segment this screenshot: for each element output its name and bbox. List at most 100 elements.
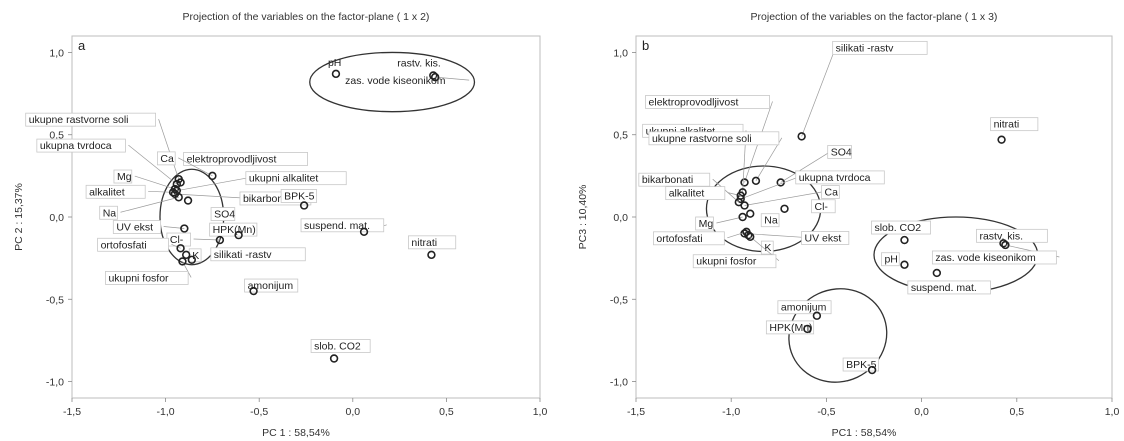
panel-a-label-box — [36, 138, 126, 153]
panel-a-plot-frame — [71, 35, 541, 399]
panel-a-label-box — [210, 247, 306, 262]
panel-a-point-silikati-rastv — [187, 255, 197, 264]
panel-a-y-axis-label: PC 2 : 15,37% — [13, 183, 25, 251]
panel-a-label-box — [99, 205, 118, 220]
panel-a-panel-letter: a — [78, 38, 86, 53]
panel-b-x-axis-label: PC1 : 58,54% — [832, 427, 897, 439]
panel-a-leader-line — [174, 193, 243, 199]
panel-b-point-hpk-mn — [803, 324, 812, 334]
panel-b-point-ukupni-fosfor — [746, 232, 755, 241]
panel-b-xtick-label: -0,5 — [817, 406, 835, 418]
panel-b-label-ph: pH — [884, 254, 897, 266]
panel-b-label-box — [821, 185, 840, 199]
panel-b-label-box — [881, 252, 900, 267]
panel-a-label-box — [113, 169, 133, 184]
panel-a-label-ortofosfati: ortofosfati — [101, 239, 147, 251]
panel-b-ytick-label: 0,5 — [613, 130, 628, 142]
panel-a-point-nitrati — [427, 250, 436, 260]
panel-a-point-bpk-5 — [299, 201, 309, 210]
panel-b-label-bikarbonati: bikarbonati — [642, 174, 693, 186]
panel-b-leader-line — [740, 176, 799, 200]
panel-b-label-box — [777, 300, 832, 315]
panel-a-label-slob-co2: slob. CO2 — [314, 341, 361, 353]
panel-b-label-box — [811, 199, 836, 214]
panel-b-label-so4: SO4 — [831, 146, 852, 158]
panel-b-point-ukupne-rastvorne-soli — [751, 176, 761, 186]
panel-b-label-box — [990, 117, 1039, 132]
panel-a-label-ukupna-tvrdoca: ukupna tvrdoca — [40, 140, 112, 152]
panel-a-label-amonijum: amonijum — [248, 280, 294, 292]
panel-a-label-box — [97, 237, 169, 252]
panel-b-point-na — [746, 209, 755, 218]
panel-b-label-cl: Cl- — [815, 201, 829, 213]
panel-a-label-box — [209, 222, 258, 237]
panel-b-xtick-label: 1,0 — [1105, 406, 1120, 418]
panel-a-point-slob-co2 — [329, 354, 339, 363]
panel-a-leader-line — [193, 238, 220, 241]
panel-b-point-suspend-mat — [932, 268, 942, 278]
panel-a-leader-line — [128, 144, 178, 185]
panel-a-point-ukupni-fosfor — [178, 257, 187, 266]
panel-b-xtick-label: 0,0 — [914, 406, 929, 418]
panel-a-label-k: K — [192, 250, 199, 262]
panel-a-label-box — [310, 339, 371, 353]
panel-a-label-box — [183, 152, 308, 166]
panel-a-ytick-label: -1,0 — [46, 377, 64, 389]
panel-b-label-box — [665, 186, 726, 201]
panel-b-leader-line — [801, 47, 836, 137]
panel-b-label-elektroprovodljivost: elektroprovodljivost — [649, 96, 739, 108]
panel-a-point-cl — [215, 235, 225, 245]
panel-b-label-box — [832, 40, 928, 55]
panel-b-leader-line — [744, 233, 805, 238]
panel-b-label-bpk-5: BPK-5 — [846, 359, 877, 371]
panel-a-point-rastv-kis — [429, 71, 438, 80]
panel-b-leader-line — [744, 191, 825, 206]
panel-a-leader-line — [176, 177, 249, 192]
panel-b-label-uv-ekst: UV ekst — [805, 232, 842, 244]
panel-a-xtick-label: -1,5 — [63, 406, 81, 418]
panel-a-label-box — [25, 112, 157, 127]
panel-a-point-amonijum — [249, 286, 258, 296]
panel-a-xtick-label: 0,0 — [345, 406, 360, 418]
panel-b-point-elektroprovodljivost — [740, 178, 749, 187]
panel-b-label-box — [765, 320, 815, 335]
panel-b-point-ca — [740, 201, 749, 210]
panel-a-xtick-label: 0,5 — [439, 406, 454, 418]
panel-a-xtick-label: 1,0 — [533, 406, 548, 418]
panel-b-ytick-label: -0,5 — [610, 294, 628, 306]
panel-a-label-elektroprovodljivost: elektroprovodljivost — [187, 153, 277, 165]
panel-a-point-suspend-mat — [359, 227, 369, 237]
panel-a-label-box — [156, 151, 176, 166]
panel-b-label-na: Na — [764, 215, 778, 227]
panel-b-title: Projection of the variables on the facto… — [751, 11, 998, 23]
panel-a-leader-line — [120, 196, 179, 213]
panel-b-label-rastv-kis: rastv. kis. — [979, 230, 1023, 242]
panel-b-label-box — [648, 131, 780, 146]
panel-b-label-box — [976, 228, 1048, 243]
panel-a-point-k — [181, 250, 191, 260]
panel-b-xtick-label: 0,5 — [1009, 406, 1024, 418]
panel-b-label-nitrati: nitrati — [994, 119, 1020, 131]
panel-a-label-ukupni-alkalitet: ukupni alkalitet — [249, 173, 319, 185]
panel-a-leader-line — [171, 243, 181, 249]
panel-b-label-box — [827, 145, 852, 159]
panel-a-point-na — [174, 193, 183, 202]
panel-a-label-box — [280, 189, 318, 203]
panel-a-label-box — [210, 207, 236, 221]
panel-b-label-slob-co2: slob. CO2 — [874, 222, 921, 234]
panel-b-label-ortofosfati: ortofosfati — [656, 233, 702, 245]
panel-b-label-suspend-mat: suspend. mat. — [911, 282, 977, 294]
panel-b-y-axis-label: PC3 : 10,40% — [577, 185, 589, 250]
panel-a-label-alkalitet: alkalitet — [89, 186, 125, 198]
panel-b-label-box — [907, 280, 991, 295]
panel-b-label-box — [638, 172, 711, 187]
panel-b-label-box — [871, 220, 931, 235]
panel-a-label-rastv-kis: rastv. kis. — [397, 57, 441, 69]
panel-a-point-uv-ekst — [180, 224, 189, 233]
panel-a-label-box — [245, 171, 347, 186]
panel-a-label-bpk-5: BPK-5 — [284, 190, 315, 202]
panel-b-label-silikati-rastv: silikati -rastv — [836, 42, 895, 54]
panel-a-cluster-ellipse — [309, 51, 476, 113]
panel-b-label-k: K — [764, 242, 771, 254]
